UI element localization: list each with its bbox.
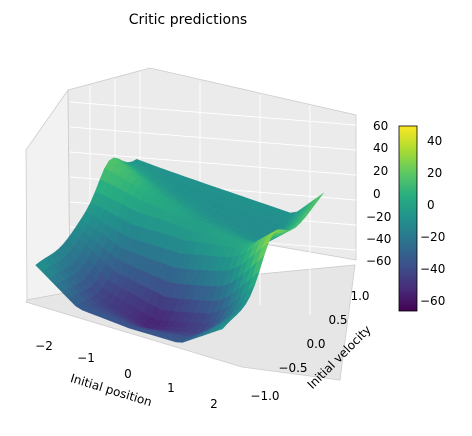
y-tick-label: 1.0: [350, 289, 369, 303]
chart-title: Critic predictions: [129, 12, 247, 28]
z-tick-label: −20: [366, 210, 391, 224]
colorbar-tick-label: −20: [420, 230, 445, 244]
y-axis-ticks: −1.0 −0.5 0.0 0.5 1.0: [250, 289, 369, 403]
grid-line: [69, 151, 357, 176]
x-tick-label: −1: [77, 351, 95, 365]
colorbar-tick-label: 0: [427, 198, 435, 212]
z-tick-label: 0: [373, 187, 381, 201]
colorbar-tick-label: 40: [427, 134, 442, 148]
z-tick-label: −60: [366, 254, 391, 268]
grid-line: [69, 101, 357, 126]
colorbar-tick-label: −60: [420, 294, 445, 308]
x-tick-label: 2: [210, 397, 218, 411]
y-tick-label: −1.0: [250, 389, 279, 403]
colorbar-gradient: [398, 125, 418, 312]
x-axis-label: Initial position: [69, 371, 154, 409]
y-tick-label: −0.5: [278, 361, 307, 375]
x-tick-label: 1: [167, 381, 175, 395]
y-tick-label: 0.5: [328, 313, 347, 327]
surface-plot: [35, 157, 324, 343]
x-tick-label: −2: [35, 339, 53, 353]
colorbar-tick-label: 20: [427, 166, 442, 180]
colorbar: 40 20 0 −20 −40 −60: [398, 125, 445, 312]
z-axis-ticks: 60 40 20 0 −20 −40 −60: [366, 119, 391, 268]
z-tick-label: 20: [373, 164, 388, 178]
x-axis-ticks: −2 −1 0 1 2: [35, 339, 218, 411]
z-tick-label: −40: [366, 232, 391, 246]
colorbar-ticks: 40 20 0 −20 −40 −60: [420, 134, 445, 308]
z-tick-label: 40: [373, 141, 388, 155]
surface-patch: [215, 323, 228, 332]
colorbar-tick-label: −40: [420, 262, 445, 276]
z-tick-label: 60: [373, 119, 388, 133]
x-tick-label: 0: [124, 367, 132, 381]
grid-line: [69, 126, 357, 151]
y-tick-label: 0.0: [306, 337, 325, 351]
